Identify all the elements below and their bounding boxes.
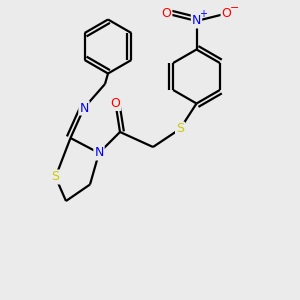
Text: +: +	[199, 9, 207, 20]
Text: N: N	[79, 101, 89, 115]
Text: N: N	[94, 146, 104, 160]
Text: O: O	[111, 97, 120, 110]
Text: S: S	[176, 122, 184, 136]
Text: O: O	[162, 7, 171, 20]
Text: −: −	[230, 3, 240, 13]
Text: N: N	[192, 14, 201, 28]
Text: S: S	[52, 170, 59, 184]
Text: O: O	[222, 7, 231, 20]
